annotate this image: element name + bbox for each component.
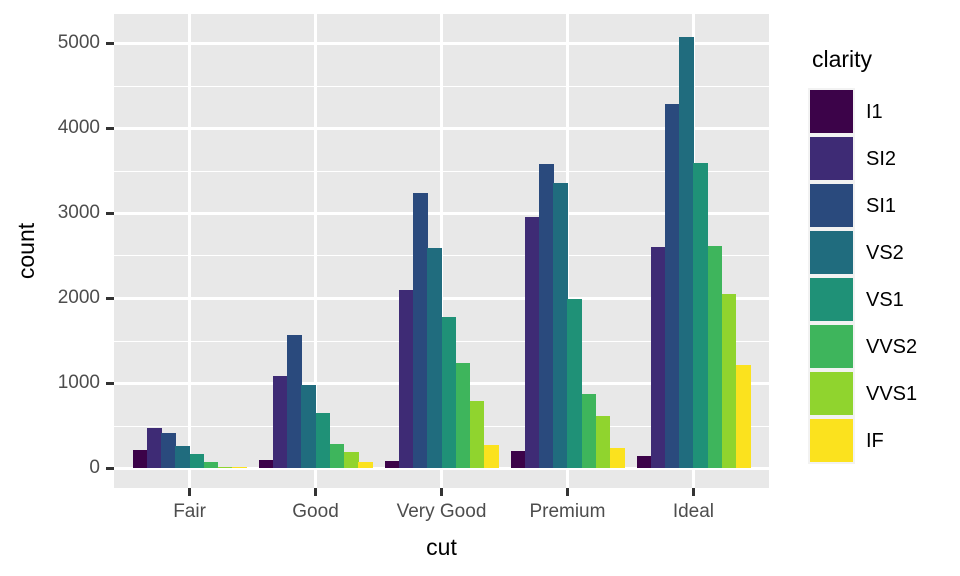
bar-good-vvs1 [343,452,359,468]
x-tick-mark [188,488,191,496]
y-tick-mark [106,297,114,300]
legend-key-if [808,417,855,464]
x-tick-mark [440,488,443,496]
legend-key-vs2 [808,229,855,276]
x-tick-label: Ideal [672,501,715,522]
legend-swatch-vs1 [810,278,853,321]
legend-key-vvs1 [808,370,855,417]
gridline-major-v [314,14,317,488]
legend-swatch-i1 [810,90,853,133]
bar-premium-vs1 [567,298,583,468]
legend-key-si2 [808,135,855,182]
bar-ideal-vs2 [679,36,694,468]
bar-fair-vs1 [189,453,205,468]
y-tick-label: 3000 [57,202,100,223]
bar-premium-if [609,448,625,468]
bar-premium-vs2 [553,182,568,468]
bar-ideal-vvs2 [707,246,723,468]
bar-fair-vvs2 [203,462,219,468]
legend-swatch-si2 [810,137,853,180]
bar-premium-si2 [524,217,540,468]
legend-label-if: IF [866,430,884,452]
bar-good-vs2 [301,384,317,468]
gridline-major-v [188,14,191,488]
legend-swatch-si1 [810,184,853,227]
bar-fair-vvs1 [217,466,233,468]
y-tick-mark [106,127,114,130]
legend-label-i1: I1 [866,101,883,123]
bar-ideal-vs1 [693,162,709,468]
legend: clarity I1 SI2 SI1 VS2 VS1 VVS2 VVS1 IF [808,40,958,470]
bar-ideal-vvs1 [721,294,737,468]
legend-swatch-if [810,419,853,462]
bar-good-vs1 [315,412,331,468]
y-tick-mark [106,212,114,215]
legend-key-i1 [808,88,855,135]
bar-good-vvs2 [329,443,345,468]
plot-panel [114,14,769,488]
bar-ideal-i1 [636,455,652,468]
legend-key-vvs2 [808,323,855,370]
legend-key-si1 [808,182,855,229]
legend-swatch-vs2 [810,231,853,274]
legend-label-vvs2: VVS2 [866,336,918,358]
bar-ideal-si1 [665,104,680,468]
legend-label-vs1: VS1 [866,289,904,311]
legend-key-vs1 [808,276,855,323]
y-tick-label: 0 [89,457,100,478]
legend-swatch-vvs1 [810,372,853,415]
y-axis-title: count [13,222,39,280]
x-axis-title: cut [426,534,457,560]
bar-good-si2 [273,376,288,468]
legend-label-si1: SI1 [866,195,897,217]
bar-very-good-if [484,445,499,468]
legend-label-vvs1: VVS1 [866,383,918,405]
y-tick-label: 5000 [57,32,100,53]
bar-very-good-vvs2 [455,363,471,468]
x-tick-label: Premium [529,501,606,522]
bar-ideal-if [735,364,751,468]
bar-fair-si1 [161,433,176,468]
bar-very-good-vvs1 [469,400,485,468]
y-tick-label: 2000 [57,287,100,308]
bar-fair-if [232,467,247,468]
bar-good-i1 [258,459,274,468]
bar-very-good-vs1 [441,317,457,468]
bar-fair-i1 [132,450,148,468]
legend-swatch-vvs2 [810,325,853,368]
y-tick-label: 1000 [57,372,100,393]
bar-very-good-i1 [384,460,400,468]
x-tick-mark [566,488,569,496]
bar-very-good-vs2 [427,247,442,468]
bar-premium-si1 [539,164,554,468]
legend-title: clarity [812,46,873,72]
bar-premium-vvs1 [595,415,611,468]
legend-label-si2: SI2 [866,148,897,170]
bar-ideal-si2 [650,247,666,468]
bar-very-good-si2 [398,289,414,468]
bar-premium-vvs2 [581,394,597,468]
legend-label-vs2: VS2 [866,242,904,264]
bar-premium-i1 [510,450,526,468]
x-tick-mark [692,488,695,496]
x-tick-label: Fair [173,501,206,522]
x-tick-label: Very Good [396,501,487,522]
bar-good-if [358,461,373,468]
bar-very-good-si1 [413,192,428,468]
x-tick-label: Good [292,501,339,522]
y-tick-mark [106,42,114,45]
y-tick-mark [106,467,114,470]
x-tick-mark [314,488,317,496]
bar-good-si1 [287,335,302,468]
y-tick-label: 4000 [57,117,100,138]
bar-fair-si2 [147,428,162,468]
bar-fair-vs2 [175,445,191,468]
y-tick-mark [106,382,114,385]
